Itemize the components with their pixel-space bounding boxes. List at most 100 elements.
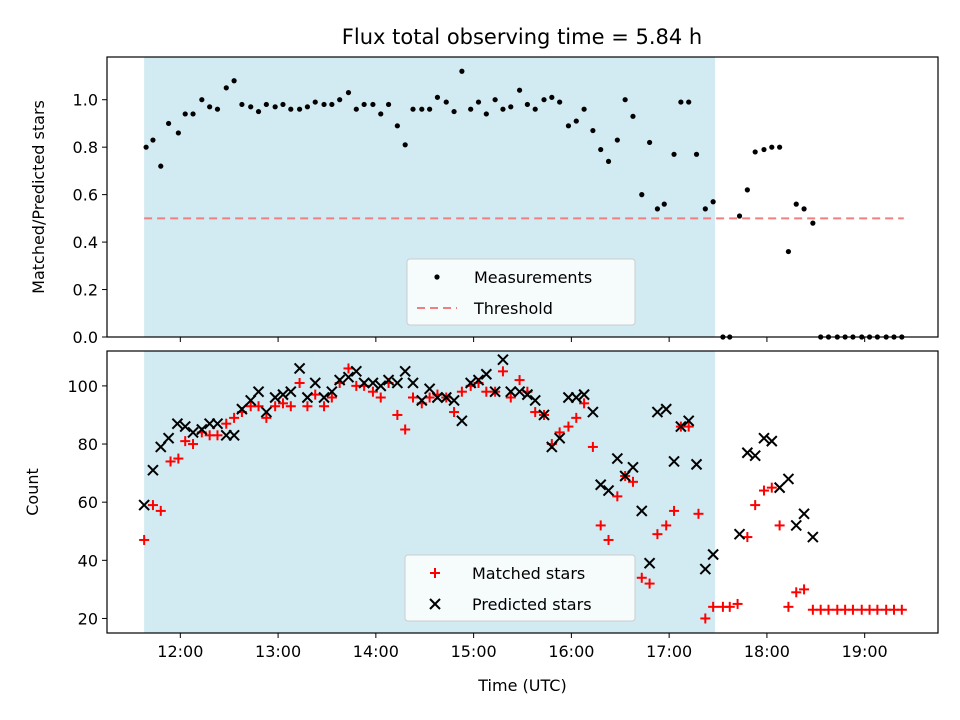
matched-point xyxy=(554,427,565,438)
measurement-point xyxy=(239,101,245,108)
cross-stroke xyxy=(416,394,428,407)
legend-label: Measurements xyxy=(474,268,592,287)
predicted-point xyxy=(277,388,289,401)
predicted-point xyxy=(318,391,330,404)
predicted-point xyxy=(375,380,387,392)
matched-point xyxy=(188,439,199,450)
predicted-point xyxy=(690,458,703,471)
measurement-point xyxy=(410,106,416,112)
cross-stroke xyxy=(382,374,395,386)
matched-point xyxy=(212,430,223,441)
predicted-point xyxy=(342,371,355,383)
predicted-point xyxy=(350,365,363,378)
matched-point xyxy=(823,604,834,615)
matched-point xyxy=(180,436,191,447)
cross-stroke xyxy=(790,519,802,532)
matched-point xyxy=(732,598,743,609)
legend: Matched stars Predicted stars xyxy=(404,554,636,622)
cross-stroke xyxy=(211,417,224,430)
matched-point xyxy=(277,398,288,409)
matched-point xyxy=(563,421,574,432)
cross-stroke xyxy=(627,461,639,473)
measurement-point xyxy=(150,137,156,143)
measurement-point xyxy=(605,158,612,165)
x-axis-label: Time (UTC) xyxy=(477,676,566,695)
predicted-point xyxy=(538,409,550,421)
matched-point xyxy=(799,584,810,595)
predicted-point xyxy=(489,385,501,398)
legend-label: Matched stars xyxy=(472,564,585,583)
measurement-point xyxy=(402,142,408,148)
cross-stroke xyxy=(162,432,175,444)
matched-point xyxy=(758,485,769,496)
predicted-point xyxy=(553,432,566,444)
cross-stroke xyxy=(505,385,517,398)
cross-stroke xyxy=(538,409,550,421)
measurement-point xyxy=(370,101,376,108)
measurement-point xyxy=(329,101,335,108)
measurement-point xyxy=(639,192,645,198)
measurement-point xyxy=(361,101,367,108)
matched-point xyxy=(603,534,614,545)
measurement-point xyxy=(280,101,286,108)
predicted-point xyxy=(269,391,281,404)
predicted-point xyxy=(807,531,819,543)
cross-stroke xyxy=(269,391,281,404)
predicted-point xyxy=(627,461,639,473)
predicted-point xyxy=(521,388,534,401)
measurement-point xyxy=(710,199,716,205)
cross-stroke xyxy=(553,432,566,444)
matched-point xyxy=(847,604,858,615)
matched-point xyxy=(669,505,680,516)
predicted-point xyxy=(431,391,444,404)
measurement-point xyxy=(686,99,692,105)
cross-stroke xyxy=(668,455,680,468)
cross-stroke xyxy=(179,420,191,433)
matched-point xyxy=(683,421,694,432)
measurement-point xyxy=(255,108,262,115)
matched-point xyxy=(700,613,711,624)
cross-stroke xyxy=(587,406,599,418)
ratio-panel: 0.0 0.2 0.4 0.6 0.8 1.0 Matched/Predicted star… xyxy=(29,56,939,347)
legend-label: Threshold xyxy=(473,299,553,318)
measurement-point xyxy=(492,97,498,103)
matched-point xyxy=(742,532,753,543)
predicted-point xyxy=(660,403,672,415)
measurement-point xyxy=(678,99,684,105)
y-tick-label: 60 xyxy=(78,493,98,512)
matched-point xyxy=(139,534,150,545)
series-predicted-stars xyxy=(138,354,819,575)
predicted-point xyxy=(228,429,240,442)
predicted-point xyxy=(529,394,541,407)
predicted-point xyxy=(196,423,208,436)
cross-stroke xyxy=(675,420,687,433)
predicted-point xyxy=(179,420,191,433)
cross-stroke xyxy=(350,365,363,378)
cross-stroke xyxy=(399,365,411,378)
y-tick-label: 0.8 xyxy=(73,138,98,157)
predicted-point xyxy=(472,374,485,386)
predicted-point xyxy=(187,426,199,439)
matched-point xyxy=(579,398,590,409)
cross-stroke xyxy=(301,391,314,404)
cross-stroke xyxy=(602,484,615,497)
legend-box xyxy=(406,258,636,326)
measurement-point xyxy=(165,120,172,127)
measurement-point xyxy=(190,111,196,117)
measurement-point xyxy=(394,123,400,129)
measurement-point xyxy=(598,146,604,153)
matched-point xyxy=(343,363,354,374)
axes-frame xyxy=(106,56,939,338)
predicted-point xyxy=(611,452,624,465)
predicted-point xyxy=(587,406,599,418)
measurement-point xyxy=(427,106,433,112)
measurement-point xyxy=(810,220,816,226)
cross-stroke xyxy=(187,426,199,439)
predicted-point xyxy=(733,528,746,540)
measurement-point xyxy=(777,144,783,150)
measurement-point xyxy=(702,206,708,212)
x-tick-label: 19:00 xyxy=(842,642,888,661)
measurement-point xyxy=(475,99,482,105)
cross-stroke xyxy=(342,371,355,383)
measurement-point xyxy=(451,108,457,115)
